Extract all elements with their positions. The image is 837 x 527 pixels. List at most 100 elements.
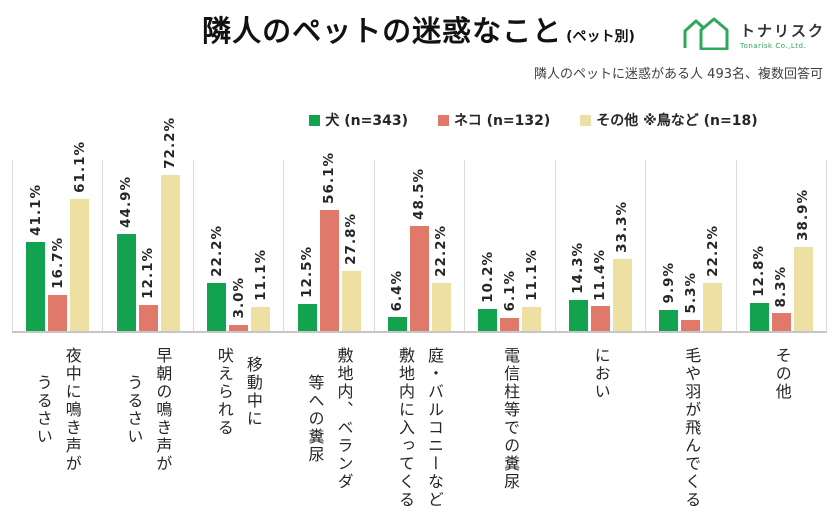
bar-column: 12.1% — [138, 247, 158, 331]
category-label: その他 — [772, 347, 792, 401]
bar-value-label: 14.3% — [570, 242, 587, 295]
bar — [297, 303, 317, 331]
bar — [229, 324, 249, 331]
bar-column: 6.1% — [500, 270, 520, 331]
bar-value-label: 22.2% — [704, 225, 721, 277]
legend-item: 犬 (n=343) — [309, 110, 408, 130]
bar — [703, 283, 723, 331]
bar — [48, 294, 68, 331]
bar — [160, 174, 180, 331]
bar-column: 11.4% — [590, 249, 610, 331]
bar — [771, 313, 791, 331]
x-label-cell: におい — [555, 347, 646, 527]
bar — [116, 233, 136, 331]
bar-column: 41.1% — [26, 184, 46, 331]
bar-column: 12.5% — [297, 246, 317, 331]
bar — [207, 283, 227, 331]
bar — [341, 270, 361, 331]
bar-value-label: 48.5% — [411, 168, 428, 221]
bar-column: 56.1% — [319, 152, 339, 331]
header: 隣人のペットの迷惑なこと (ペット別) — [0, 8, 837, 50]
bar-value-label: 5.3% — [682, 272, 699, 314]
bar-value-label: 9.9% — [660, 262, 677, 304]
bar — [749, 303, 769, 331]
bar — [319, 209, 339, 331]
bar-value-label: 6.4% — [389, 269, 406, 312]
bar-column: 9.9% — [659, 262, 679, 331]
bar-column: 16.7% — [48, 237, 68, 331]
page-title-suffix: (ペット別) — [566, 29, 635, 45]
bar-value-label: 10.2% — [479, 251, 496, 303]
bar-column: 27.8% — [341, 213, 361, 331]
category-group: 12.5% 56.1% 27.8% — [283, 152, 373, 331]
x-label-cell: その他 — [737, 347, 828, 527]
bar-value-label: 22.2% — [208, 225, 225, 277]
category-label-column: 移動中に — [243, 356, 263, 428]
bar — [478, 308, 498, 331]
bar — [70, 198, 90, 331]
legend-item: ネコ (n=132) — [437, 110, 551, 130]
bar — [409, 226, 429, 331]
bar — [251, 307, 271, 331]
x-label-cell: 庭・バルコニーなど 敷地内に入ってくる — [374, 347, 465, 527]
category-label-column: 敷地内に入ってくる — [396, 347, 416, 509]
bar — [681, 319, 701, 331]
bar-column: 5.3% — [681, 272, 701, 331]
bar-value-label: 8.3% — [773, 265, 790, 308]
bar-column: 38.9% — [793, 189, 813, 331]
category-label: 移動中に 吠えられる — [214, 347, 263, 437]
category-group: 14.3% 11.4% 33.3% — [554, 160, 645, 331]
category-group: 22.2% 3.0% 11.1% — [192, 160, 283, 331]
legend-swatch — [580, 114, 592, 126]
bar — [138, 304, 158, 331]
bar — [793, 246, 813, 331]
category-label-column: 敷地内、ベランダ — [334, 347, 354, 491]
category-label: 夜中に鳴き声が うるさい — [33, 347, 82, 473]
bar — [26, 242, 46, 331]
bar-value-label: 12.5% — [299, 246, 316, 298]
x-labels: 夜中に鳴き声が うるさい 早朝の鳴き声が うるさい 移動中に 吠えられる 敷地内、ベランダ等… — [12, 347, 827, 527]
bar-value-label: 11.1% — [523, 249, 540, 301]
category-label-column: 早朝の鳴き声が — [153, 347, 173, 473]
category-group: 9.9% 5.3% 22.2% — [645, 160, 735, 331]
company-logo: トナリスク Tonarisk Co.,Ltd. — [682, 16, 825, 54]
category-label: 毛や羽が飛んでくる — [681, 347, 701, 509]
bar-column: 44.9% — [116, 176, 136, 331]
legend-label: ネコ (n=132) — [453, 113, 551, 129]
legend-label: 犬 (n=343) — [325, 113, 408, 129]
category-group: 44.9% 12.1% 72.2% — [102, 117, 192, 331]
bar-column: 22.2% — [207, 225, 227, 331]
bar-value-label: 6.1% — [501, 270, 518, 312]
bar-value-label: 16.7% — [49, 237, 66, 289]
bar-column: 3.0% — [229, 277, 249, 331]
legend-swatch — [309, 114, 321, 126]
bar-value-label: 41.1% — [27, 184, 44, 237]
category-group: 41.1% 16.7% 61.1% — [12, 141, 102, 331]
bar-column: 11.1% — [251, 249, 271, 331]
category-label-column: うるさい — [33, 374, 53, 446]
bar — [659, 309, 679, 331]
bar-column: 22.2% — [703, 225, 723, 331]
bar-column: 10.2% — [478, 251, 498, 331]
bar-value-label: 38.9% — [795, 189, 812, 241]
bar-column: 33.3% — [612, 201, 632, 331]
category-group: 12.8% 8.3% 38.9% — [735, 160, 827, 331]
category-label: におい — [591, 347, 611, 401]
bar — [568, 300, 588, 331]
bar-value-label: 12.1% — [140, 247, 157, 299]
bar-column: 8.3% — [771, 265, 791, 331]
category-label-column: におい — [591, 347, 611, 401]
bar-value-label: 22.2% — [433, 225, 450, 277]
logo-company-name: トナリスク — [739, 22, 825, 40]
category-label-column: その他 — [772, 347, 792, 401]
x-label-cell: 早朝の鳴き声が うるさい — [103, 347, 194, 527]
bar — [500, 317, 520, 331]
bar-column: 11.1% — [522, 249, 542, 331]
houses-icon — [682, 16, 734, 54]
bar-column: 14.3% — [568, 242, 588, 331]
legend-item: その他 ※鳥など (n=18) — [580, 110, 758, 130]
category-label-column: 毛や羽が飛んでくる — [682, 347, 702, 509]
bar-column: 22.2% — [431, 225, 451, 331]
plot-area: 41.1% 16.7% 61.1% 44.9% 12.1% 72.2% 22.2% 3.0% 1… — [12, 117, 827, 333]
